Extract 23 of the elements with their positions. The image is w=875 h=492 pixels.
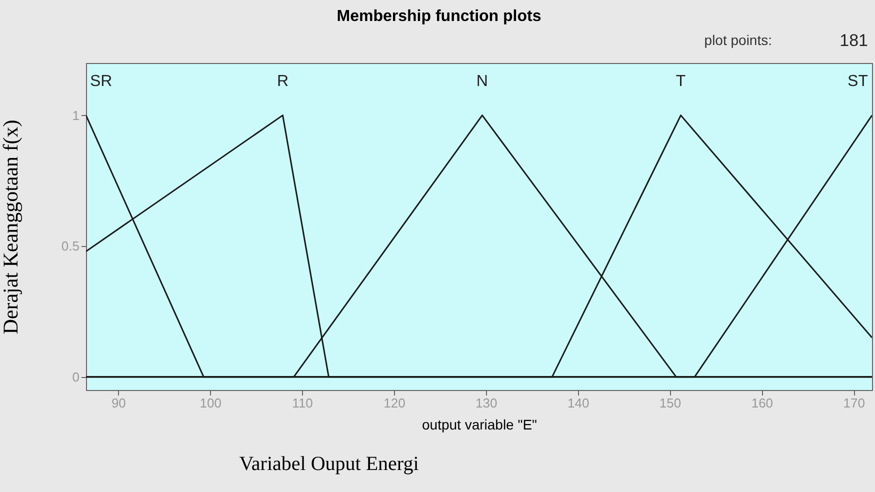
- y-tick-label: 0: [72, 369, 80, 384]
- x-tick-label: 150: [659, 396, 682, 410]
- series-label: ST: [848, 72, 868, 90]
- chart-title: Membership function plots: [336, 8, 542, 25]
- series-label: R: [276, 72, 289, 90]
- text: 181: [840, 31, 868, 50]
- x-tick-label: 130: [476, 396, 498, 410]
- text: plot points:: [704, 32, 772, 48]
- x-tick-label: 100: [200, 396, 222, 410]
- x-tick-label: 160: [751, 396, 774, 410]
- x-tick-label: 120: [384, 396, 406, 410]
- y-tick-label: 0.5: [61, 238, 80, 254]
- series-label: T: [676, 72, 686, 90]
- x-tick-label: 110: [292, 396, 313, 410]
- x-tick-label: 90: [111, 396, 126, 410]
- text: Variabel Ouput Energi: [239, 453, 420, 475]
- x-tick-label: 140: [567, 396, 590, 410]
- x-axis-title: output variable "E": [422, 416, 538, 432]
- y-tick-label: 1: [72, 108, 80, 123]
- series-label: SR: [90, 72, 112, 90]
- series-label: N: [476, 72, 488, 90]
- y-axis-title: Derajat Keanggotaan f(x): [0, 120, 22, 334]
- x-tick-label: 170: [843, 396, 865, 410]
